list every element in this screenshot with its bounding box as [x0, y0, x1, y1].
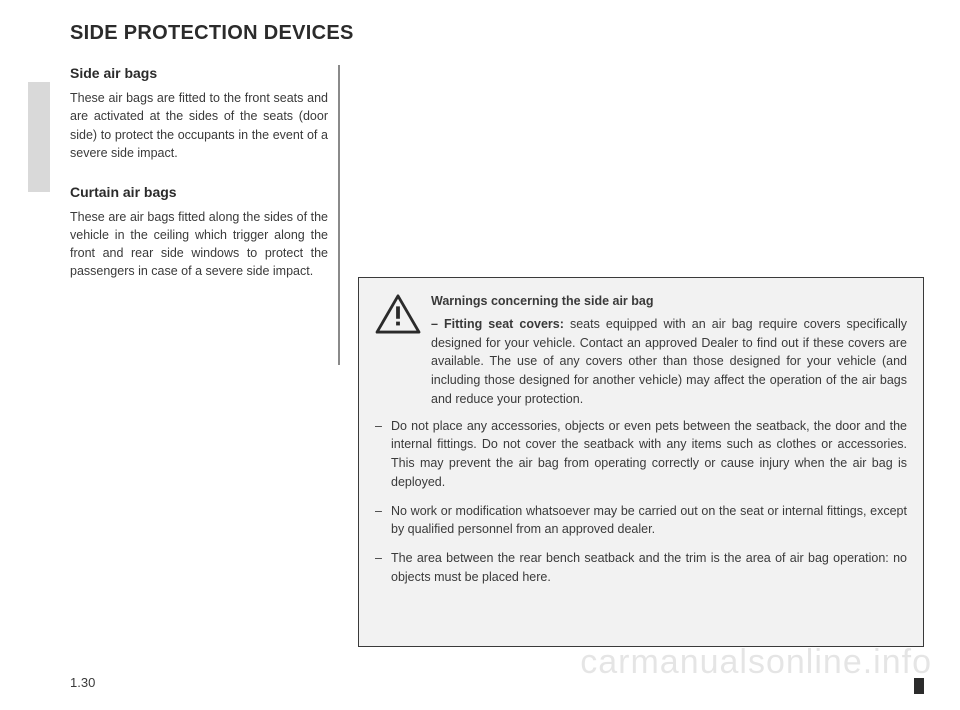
warning-first-bold: – Fitting seat covers:	[431, 317, 564, 331]
warning-title: Warnings concerning the side air bag	[431, 292, 907, 311]
corner-crop-mark	[914, 678, 924, 694]
warning-list-item: Do not place any accessories, objects or…	[375, 417, 907, 492]
left-column: Side air bags These air bags are fitted …	[70, 63, 340, 365]
warning-list-item: The area between the rear bench seatback…	[375, 549, 907, 587]
manual-page: SIDE PROTECTION DEVICES Side air bags Th…	[0, 0, 960, 710]
watermark-text: carmanualsonline.info	[580, 643, 932, 682]
right-column: Warnings concerning the side air bag – F…	[358, 63, 924, 365]
section-body-side-airbags: These air bags are fitted to the front s…	[70, 89, 328, 162]
section-heading-curtain-airbags: Curtain air bags	[70, 182, 328, 202]
page-title: SIDE PROTECTION DEVICES	[70, 22, 924, 45]
content-columns: Side air bags These air bags are fitted …	[70, 63, 924, 365]
warning-triangle-icon	[375, 294, 421, 334]
warning-head-text: Warnings concerning the side air bag – F…	[431, 292, 907, 409]
warning-body: Do not place any accessories, objects or…	[375, 417, 907, 587]
warning-first-item: – Fitting seat covers: seats equipped wi…	[431, 317, 907, 406]
warning-list: Do not place any accessories, objects or…	[375, 417, 907, 587]
warning-header: Warnings concerning the side air bag – F…	[375, 292, 907, 409]
warning-box: Warnings concerning the side air bag – F…	[358, 277, 924, 647]
warning-list-item: No work or modification whatsoever may b…	[375, 502, 907, 540]
page-number: 1.30	[70, 675, 95, 690]
left-text-block: Side air bags These air bags are fitted …	[70, 63, 328, 365]
column-divider	[338, 65, 340, 365]
section-body-curtain-airbags: These are air bags fitted along the side…	[70, 208, 328, 281]
chapter-side-tab	[28, 82, 50, 192]
section-heading-side-airbags: Side air bags	[70, 63, 328, 83]
